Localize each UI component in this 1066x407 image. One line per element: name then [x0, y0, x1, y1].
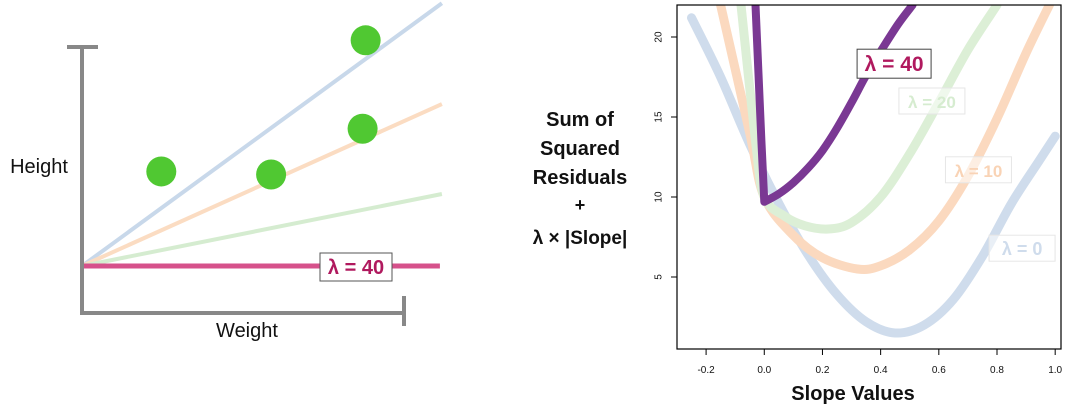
curve-label-1: λ = 10: [955, 162, 1003, 181]
data-points: [146, 25, 381, 190]
y-title-line-4: +: [575, 195, 586, 215]
curve-labels: λ = 40 λ = 20 λ = 10 λ = 0: [856, 48, 1056, 262]
x-tick-label: 0.2: [816, 365, 830, 376]
y-ticks: 5 10 15 20: [654, 31, 677, 280]
x-ticks: -0.2 0.0 0.2 0.4 0.6 0.8 1.0: [697, 349, 1063, 376]
data-point: [347, 113, 378, 144]
curve-lambda-3: [751, 5, 917, 206]
curve-label-box: [856, 48, 932, 79]
curve-label-2: λ = 20: [908, 93, 956, 112]
data-point: [350, 25, 381, 56]
x-tick-label: 0.0: [757, 365, 771, 376]
y-tick-label: 15: [654, 111, 665, 123]
height-label: Height: [10, 156, 68, 178]
weight-label: Weight: [216, 320, 278, 342]
y-tick-label: 20: [654, 31, 665, 43]
y-title-line-3: Residuals: [533, 167, 627, 189]
data-point: [256, 159, 287, 190]
fit-line-2: [81, 192, 443, 268]
x-axis-title: Slope Values: [791, 383, 914, 405]
curve-label-box: [988, 234, 1056, 262]
y-title-line-2: Squared: [540, 138, 620, 160]
x-tick-label: 1.0: [1048, 365, 1062, 376]
x-tick-label: 0.6: [932, 365, 946, 376]
y-title-line-5: λ × |Slope|: [533, 228, 628, 249]
curve-label-0: λ = 0: [1002, 239, 1043, 259]
plot-frame: [676, 4, 1062, 350]
data-point: [146, 156, 177, 187]
left-axes: [67, 45, 406, 326]
y-tick-label: 5: [654, 274, 665, 280]
x-tick-label: 0.8: [990, 365, 1004, 376]
lambda-40-label-box: λ = 40: [319, 252, 393, 282]
y-axis-title: Sum of Squared Residuals + λ × |Slope|: [533, 109, 628, 249]
y-title-line-1: Sum of: [546, 109, 614, 131]
curve-label-3: λ = 40: [865, 53, 924, 76]
x-tick-label: -0.2: [697, 365, 715, 376]
curve-label-box: [898, 87, 966, 115]
left-chart: λ = 40 Height Weight: [10, 1, 444, 342]
lambda-40-line-label: λ = 40: [328, 257, 384, 279]
curve-label-box: [944, 156, 1012, 184]
x-tick-label: 0.4: [874, 365, 888, 376]
fit-line-0: [80, 1, 444, 268]
y-tick-label: 10: [654, 191, 665, 203]
